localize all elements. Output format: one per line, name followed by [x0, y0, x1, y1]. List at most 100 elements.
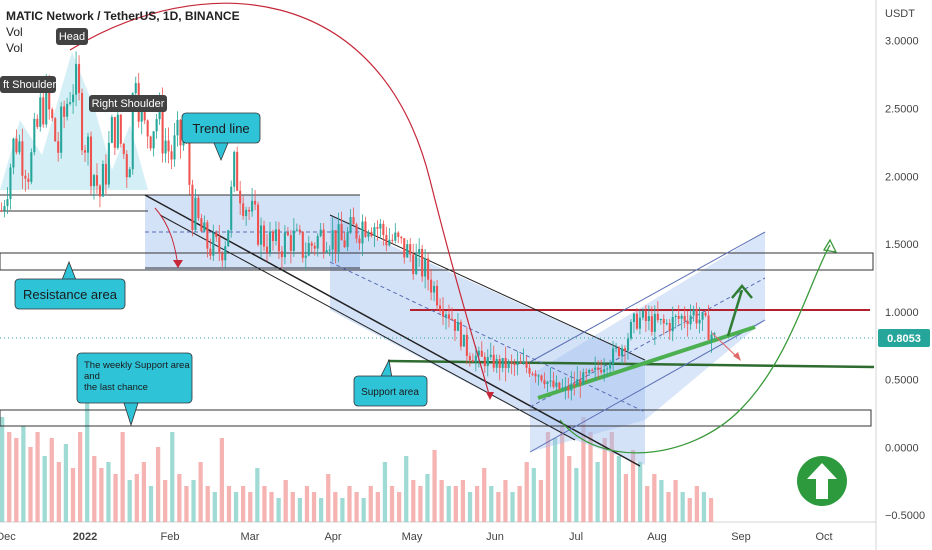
candle-body — [140, 110, 143, 122]
candle-body — [57, 141, 60, 153]
volume-bar — [35, 432, 40, 522]
candle-body — [164, 140, 167, 154]
candle-body — [280, 251, 283, 258]
candle-body — [638, 317, 641, 329]
volume-bar — [517, 486, 522, 522]
candle-body — [489, 354, 492, 358]
candle-body — [561, 387, 564, 389]
candle-body — [15, 138, 18, 153]
candle-body — [516, 362, 519, 366]
candle-body — [629, 322, 633, 339]
candle-body — [48, 80, 51, 110]
volume-bar — [21, 426, 26, 522]
volume-bar — [659, 480, 664, 522]
candle-body — [89, 136, 93, 187]
volume-bar — [70, 468, 76, 522]
candle-body — [540, 375, 543, 381]
candle-body — [176, 119, 179, 136]
candle-body — [626, 338, 630, 351]
candle-body — [349, 217, 352, 233]
volume-bar — [375, 492, 380, 522]
candle-body — [549, 380, 552, 382]
candle-body — [36, 118, 39, 127]
volume-bar — [0, 417, 5, 522]
volume-bar — [276, 498, 281, 522]
candle-body — [265, 246, 269, 253]
volume-bar — [560, 426, 565, 522]
green-projection-curve — [559, 244, 831, 454]
candle-body — [83, 150, 87, 153]
candle-body — [477, 350, 480, 356]
candle-body — [107, 142, 110, 185]
volume-bar — [28, 447, 33, 522]
volume-layer — [0, 402, 714, 522]
candle-body — [641, 310, 644, 318]
candle-body — [713, 333, 716, 335]
volume-bar — [226, 486, 232, 522]
candle-body — [257, 204, 260, 245]
volume-bar — [687, 498, 692, 522]
volume-bar — [404, 456, 409, 522]
descending-trend-upper — [329, 214, 646, 361]
candle-body — [534, 373, 537, 377]
candle-body — [704, 312, 707, 316]
candle-body — [692, 309, 695, 316]
volume-bar — [411, 480, 416, 522]
candle-body — [316, 236, 319, 249]
volume-bar — [595, 462, 600, 522]
candle-body — [295, 229, 298, 231]
volume-bar — [63, 444, 69, 522]
candle-body — [671, 317, 674, 332]
last-price-badge[interactable] — [878, 329, 930, 347]
volume-bar — [269, 492, 274, 522]
candle-body — [471, 360, 474, 362]
candle-body — [564, 386, 567, 388]
candle-body — [379, 223, 382, 229]
candle-body — [570, 383, 573, 391]
candle-body — [230, 186, 233, 231]
volume-bar — [510, 492, 515, 522]
candle-body — [612, 348, 615, 365]
candle-body — [310, 243, 313, 246]
horizontal-zones — [0, 194, 875, 427]
candle-body — [376, 227, 379, 229]
candle-body — [292, 230, 295, 251]
volume-bar — [439, 480, 444, 522]
red-down-arrow-right — [711, 332, 739, 359]
candle-body — [24, 175, 27, 179]
x-tick-label: Mar — [241, 531, 260, 543]
volume-bar — [212, 492, 217, 522]
volume-bar — [297, 498, 302, 522]
volume-bar — [567, 456, 572, 522]
volume-bar — [290, 492, 295, 522]
candle-body — [12, 138, 15, 168]
green-up-arrowhead — [731, 284, 753, 299]
candle-body — [346, 232, 349, 248]
candle-body — [519, 362, 522, 364]
volume-bar — [496, 492, 501, 522]
candle-body — [609, 364, 612, 369]
candle-body — [582, 372, 585, 385]
y-tick-label: 3.0000 — [885, 36, 919, 48]
volume-bar — [205, 486, 210, 522]
volume-bar — [354, 492, 359, 522]
candle-body — [701, 312, 704, 320]
candle-body — [567, 386, 570, 391]
red-arc-arrowhead — [486, 392, 494, 400]
candle-body — [307, 243, 310, 256]
candle-body — [86, 136, 90, 153]
x-tick-label: Aug — [647, 531, 667, 543]
candle-body — [391, 239, 394, 241]
candle-body — [149, 136, 152, 149]
volume-bar — [460, 480, 466, 522]
resistance-zone-box — [0, 252, 874, 271]
price-axis-ticks: 3.0000 2.5000 2.0000 1.5000 1.0000 0.5000 0.00… — [885, 36, 925, 523]
red-down-arrowhead-right — [733, 352, 741, 361]
volume-bar — [581, 417, 586, 522]
green-up-arrow — [726, 289, 744, 337]
volume-bar — [545, 432, 551, 522]
weekly-support-zone-box — [0, 409, 872, 427]
asc-channel-upper — [529, 231, 766, 363]
